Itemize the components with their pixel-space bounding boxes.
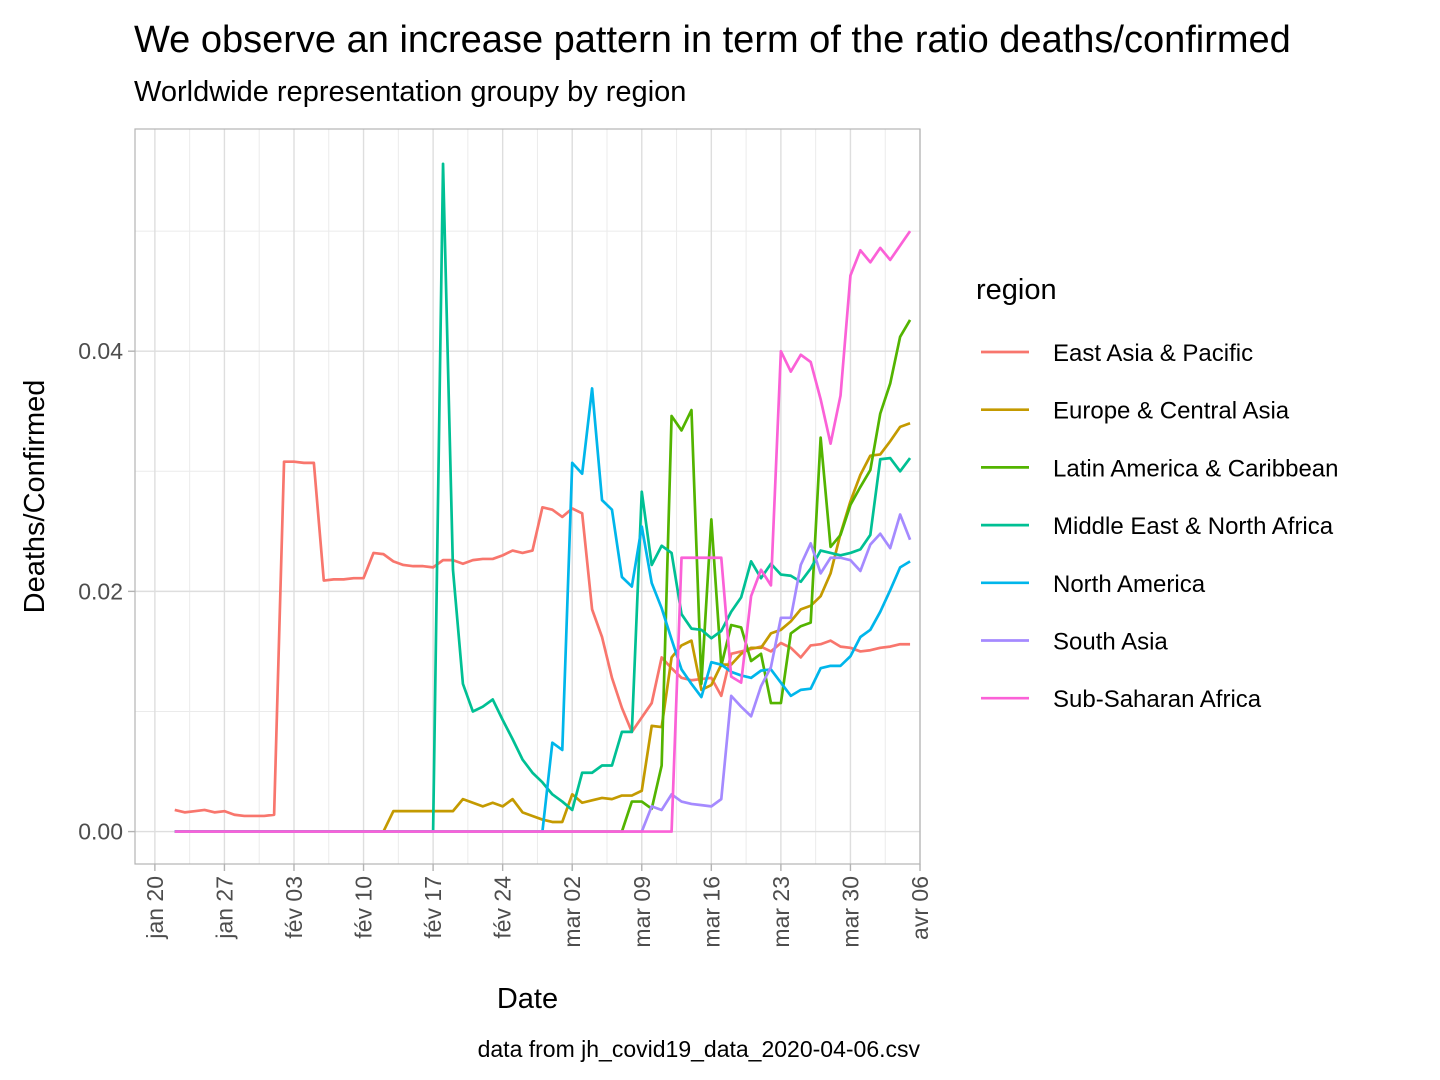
x-tick-label: fév 03 (281, 876, 307, 939)
plot-panel (135, 129, 920, 864)
legend-label: Europe & Central Asia (1053, 398, 1290, 425)
series-line-east-asia-pacific (174, 460, 911, 818)
x-tick-label: mar 23 (768, 876, 794, 948)
legend-label: Middle East & North Africa (1053, 513, 1334, 540)
chart-title: We observe an increase pattern in term o… (134, 19, 1291, 61)
chart-caption: data from jh_covid19_data_2020-04-06.csv (478, 1036, 921, 1062)
y-axis: 0.00 0.02 0.04 (78, 338, 135, 845)
legend-label: North America (1053, 571, 1206, 598)
y-tick-label: 0.02 (78, 578, 123, 604)
legend-label: Latin America & Caribbean (1053, 455, 1339, 482)
x-tick-label: jan 27 (211, 876, 237, 940)
y-axis-title: Deaths/Confirmed (19, 380, 51, 614)
x-tick-label: avr 06 (907, 876, 933, 940)
x-tick-label: mar 09 (629, 876, 655, 948)
legend-label: Sub-Saharan Africa (1053, 686, 1262, 713)
legend: region East Asia & Pacific Europe & Centr… (976, 274, 1339, 713)
panel-border (134, 128, 921, 865)
x-tick-label: mar 30 (837, 876, 863, 948)
x-tick-label: jan 20 (142, 876, 168, 940)
x-tick-label: fév 17 (420, 876, 446, 939)
y-tick-label: 0.00 (78, 819, 123, 845)
legend-label: South Asia (1053, 629, 1168, 656)
x-axis-title: Date (497, 983, 558, 1015)
x-tick-label: mar 02 (559, 876, 585, 948)
x-tick-label: mar 16 (698, 876, 724, 948)
y-tick-label: 0.04 (78, 338, 123, 364)
chart-subtitle: Worldwide representation groupy by regio… (134, 76, 686, 108)
legend-label: East Asia & Pacific (1053, 340, 1253, 367)
x-tick-label: fév 24 (490, 876, 516, 939)
series-line-sub-saharan-africa (174, 230, 912, 833)
x-axis: jan 20 jan 27 fév 03 fév 10 fév 17 fév 24 mar … (142, 864, 933, 948)
x-tick-label: fév 10 (351, 876, 377, 939)
legend-title: region (976, 274, 1057, 306)
panel-background (135, 129, 920, 864)
series-lines (174, 162, 912, 833)
